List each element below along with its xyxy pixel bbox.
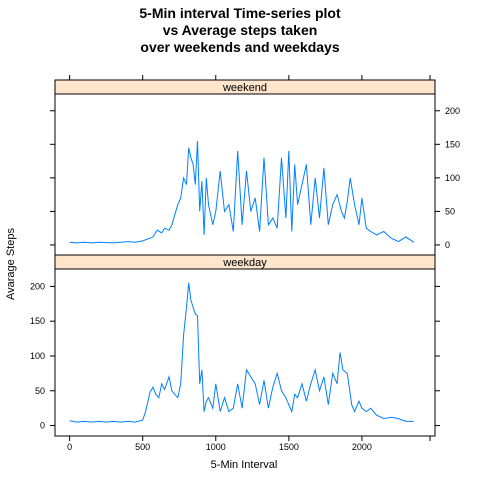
x-ticks-top (69, 75, 431, 80)
panel-weekday: weekday 0 50 100 150 200 (30, 254, 440, 437)
y-tick-label: 50 (35, 386, 45, 396)
x-axis-label: 5-Min Interval (211, 459, 278, 471)
plot-frame-weekday (54, 268, 436, 437)
y-ticks-left-weekday: 0 50 100 150 200 (30, 281, 55, 431)
panel-weekend: weekend 0 50 100 150 200 (50, 79, 460, 256)
x-tick-label: 500 (135, 442, 150, 452)
y-ticks-left-weekend (50, 110, 55, 246)
x-ticks-bottom: 0 500 1000 1500 2000 (67, 436, 431, 452)
y-tick-label: 0 (40, 421, 45, 431)
strip-label-weekend: weekend (222, 82, 267, 94)
chart-title-line-2: vs Average steps taken (163, 22, 318, 38)
series-line-weekday (69, 282, 414, 423)
y-tick-label: 100 (445, 173, 460, 183)
y-tick-label: 200 (445, 106, 460, 116)
plot-frame-weekend (54, 93, 436, 256)
strip-label-weekday: weekday (222, 257, 267, 269)
y-tick-label: 200 (30, 281, 45, 291)
x-tick-label: 0 (67, 442, 72, 452)
y-tick-label: 150 (445, 139, 460, 149)
y-ticks-right: 0 50 100 150 200 (435, 106, 460, 250)
y-tick-label: 50 (445, 206, 455, 216)
y-tick-label: 150 (30, 316, 45, 326)
y-ticks-right-weekday (435, 285, 440, 427)
x-tick-label: 2000 (352, 442, 372, 452)
x-tick-label: 1500 (279, 442, 299, 452)
chart-title-line-3: over weekends and weekdays (140, 39, 339, 55)
y-tick-label: 100 (30, 351, 45, 361)
y-tick-label: 0 (445, 240, 450, 250)
chart-title-line-1: 5-Min interval Time-series plot (139, 5, 341, 21)
series-line-weekend (69, 140, 415, 244)
y-axis-label: Avarage Steps (5, 228, 17, 300)
x-tick-label: 1000 (206, 442, 226, 452)
